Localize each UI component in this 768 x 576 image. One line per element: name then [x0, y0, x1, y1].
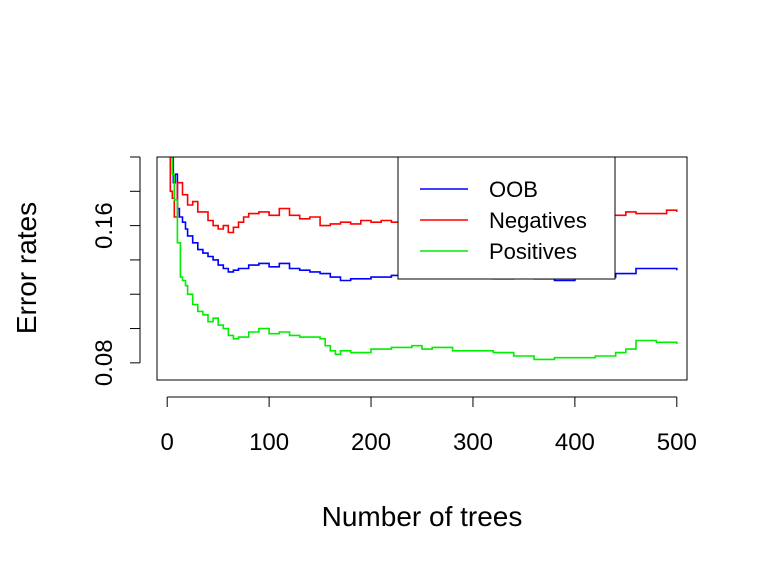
x-axis: 0 100 200 300 400 500 — [161, 396, 697, 456]
legend: OOB Negatives Positives — [397, 156, 616, 280]
legend-label-negatives: Negatives — [489, 208, 587, 233]
x-tick-label: 300 — [453, 429, 493, 456]
legend-box — [397, 156, 616, 280]
y-axis-label: Error rates — [11, 202, 42, 334]
x-tick-label: 200 — [351, 429, 391, 456]
series-line-positives — [169, 157, 678, 361]
y-tick-label: 0.16 — [91, 202, 118, 249]
x-tick-label: 0 — [161, 429, 174, 456]
x-axis-label: Number of trees — [322, 501, 523, 532]
y-tick-label: 0.08 — [91, 339, 118, 386]
x-tick-label: 500 — [657, 429, 697, 456]
y-axis: 0.08 0.16 — [91, 156, 141, 386]
legend-label-oob: OOB — [489, 177, 538, 202]
x-tick-label: 100 — [249, 429, 289, 456]
legend-label-positives: Positives — [489, 239, 577, 264]
x-tick-label: 400 — [555, 429, 595, 456]
